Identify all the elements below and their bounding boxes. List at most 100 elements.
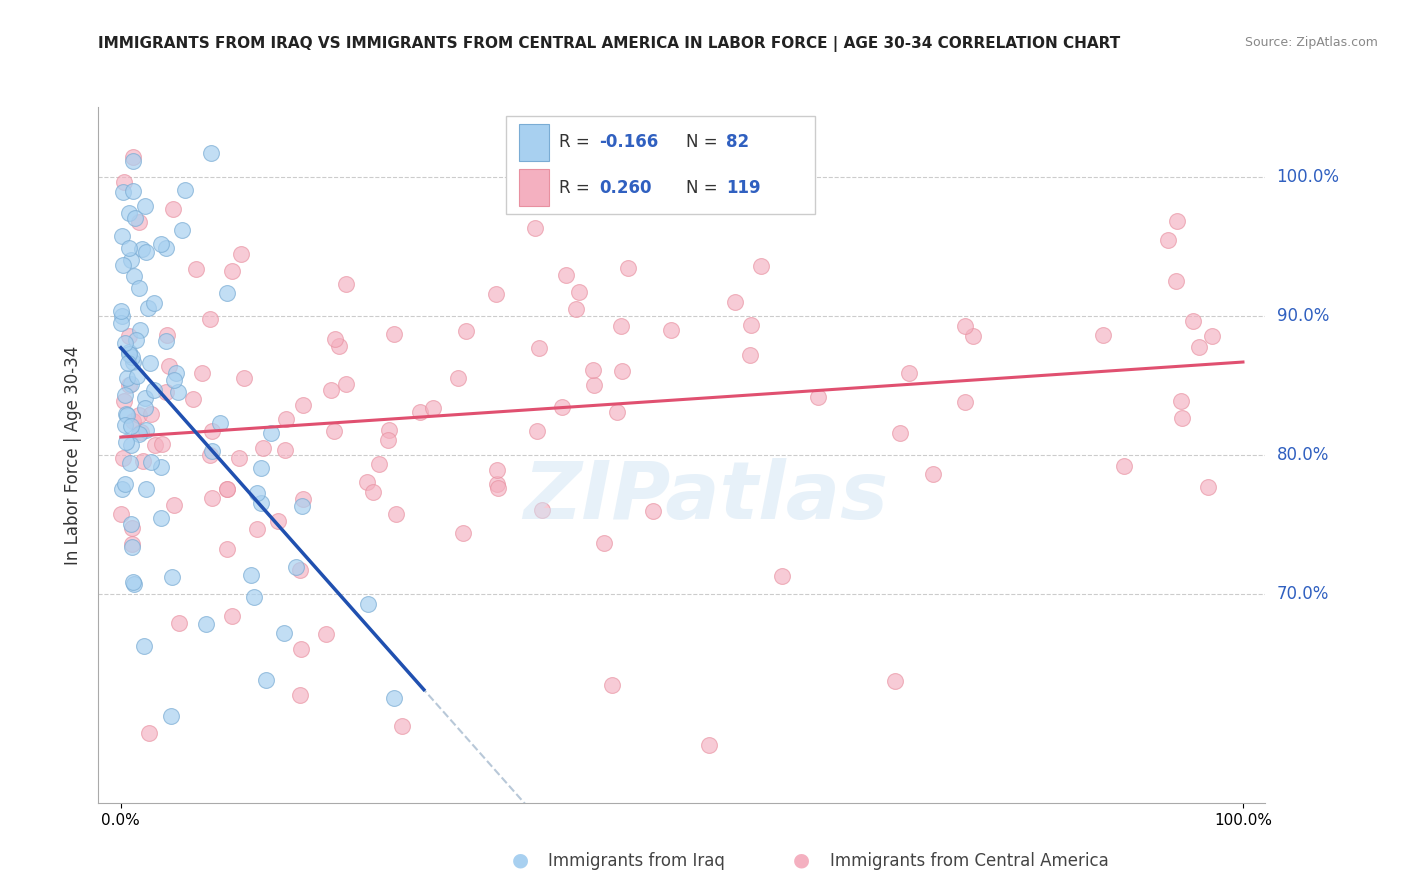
Point [1166,274,1188,288]
Point [111,482,134,496]
Point [290,563,312,577]
Point [249,461,271,475]
Point [723,295,745,310]
Point [155,385,177,400]
Point [953,319,976,334]
Point [377,423,399,437]
Point [526,424,548,438]
Point [485,286,508,301]
Text: N =: N = [686,134,723,152]
Point [551,400,574,414]
Point [315,627,337,641]
Point [1092,327,1115,342]
Point [385,507,408,521]
Text: 70.0%: 70.0% [1277,585,1329,603]
Point [139,407,162,421]
Point [609,152,631,166]
Point [111,450,134,465]
Point [121,350,143,364]
Point [1171,411,1194,425]
Text: ZIPatlas: ZIPatlas [523,458,887,536]
Point [377,433,399,447]
Text: Source: ZipAtlas.com: Source: ZipAtlas.com [1244,36,1378,49]
Point [167,616,190,631]
Point [136,301,159,315]
Point [290,642,312,657]
Point [274,412,297,426]
Point [616,261,638,276]
Point [111,229,134,244]
Point [582,363,605,377]
Point [110,316,132,330]
Point [231,246,253,260]
Point [134,639,156,653]
Point [335,376,357,391]
Point [128,281,150,295]
Point [357,597,380,611]
Text: 119: 119 [725,178,761,196]
Bar [519,124,550,161]
Point [367,458,389,472]
Bar [519,169,550,206]
Point [163,373,186,387]
Point [174,183,197,197]
Point [121,438,143,452]
Text: 80.0%: 80.0% [1277,446,1329,464]
Text: R =: R = [558,134,595,152]
Point [1188,340,1211,354]
Point [121,537,143,551]
Point [749,260,772,274]
Point [122,414,145,428]
Text: -0.166: -0.166 [599,134,658,152]
Point [266,515,288,529]
Point [117,205,139,219]
Point [150,460,173,475]
Point [290,689,312,703]
Point [121,354,143,368]
Point [486,481,509,495]
Point [150,437,173,451]
Point [115,371,138,385]
Point [114,335,136,350]
Point [198,448,221,462]
Text: R =: R = [558,178,595,196]
Point [1114,459,1136,474]
Point [200,146,222,161]
Point [120,418,142,433]
Point [530,503,553,517]
Point [120,377,142,392]
Point [115,407,138,421]
Point [1201,328,1223,343]
Point [565,302,588,317]
Point [122,184,145,198]
Point [129,425,152,440]
Point [160,709,183,723]
Point [143,383,166,397]
Point [115,408,138,422]
Point [138,356,160,370]
Point [1166,214,1188,228]
Point [143,438,166,452]
Point [962,329,984,343]
Point [114,417,136,432]
Point [121,540,143,554]
Point [554,268,576,283]
Point [322,425,344,439]
Point [524,221,547,235]
Point [157,359,180,374]
Point [150,237,173,252]
Point [335,277,357,291]
Point [122,153,145,168]
Point [409,405,432,419]
Point [201,424,224,438]
Point [186,262,208,277]
Point [121,150,143,164]
Y-axis label: In Labor Force | Age 30-34: In Labor Force | Age 30-34 [65,345,83,565]
Point [121,574,143,589]
Point [485,463,508,477]
Point [215,541,238,556]
Point [135,482,157,496]
Point [592,536,614,550]
Point [141,455,163,469]
Point [1170,394,1192,409]
